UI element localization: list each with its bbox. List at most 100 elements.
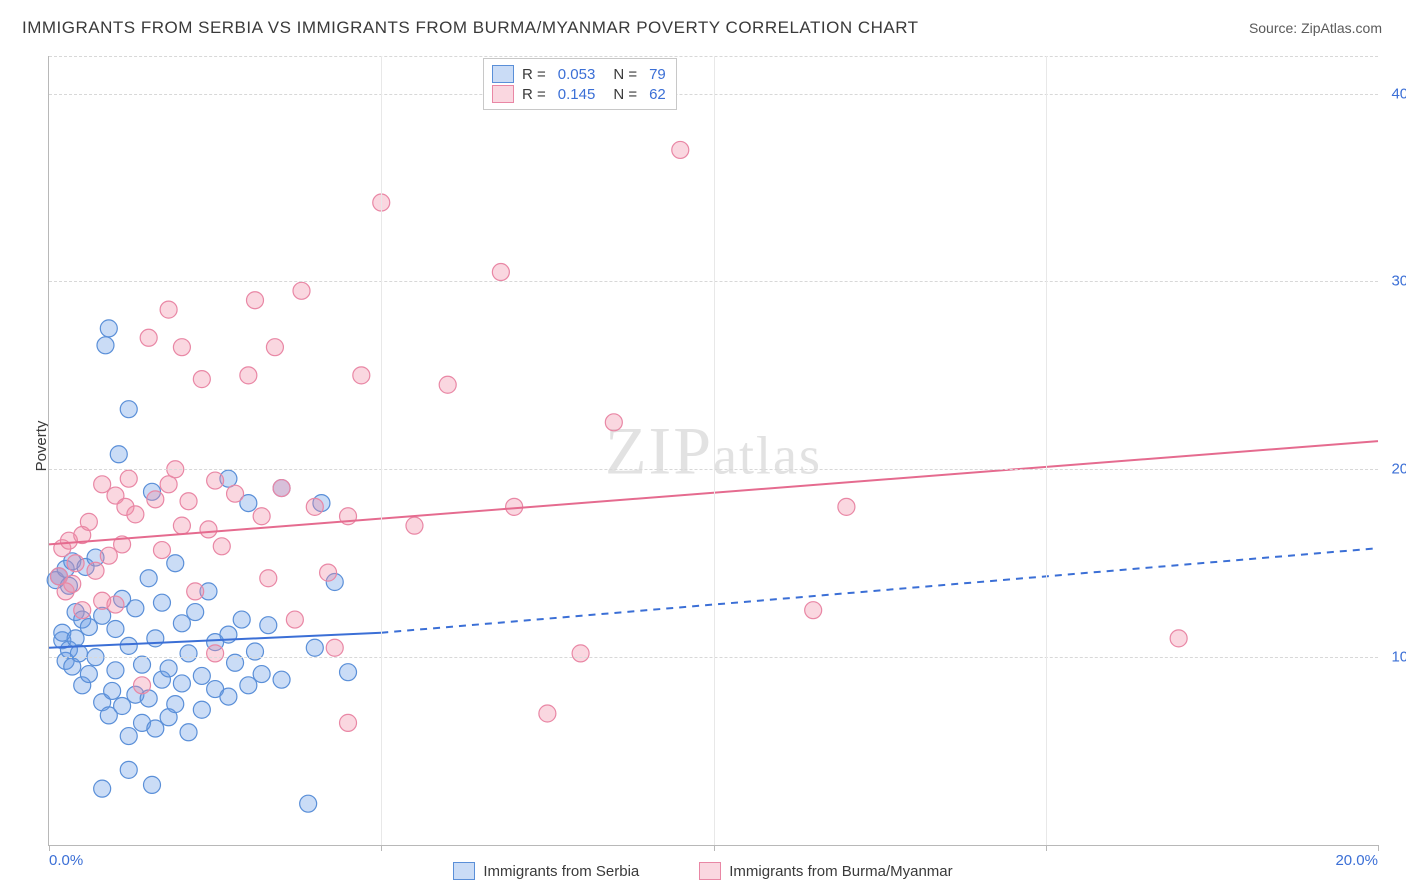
data-point <box>180 493 197 510</box>
data-point <box>140 329 157 346</box>
data-point <box>87 562 104 579</box>
data-point <box>439 376 456 393</box>
data-point <box>173 339 190 356</box>
data-point <box>127 506 144 523</box>
y-tick-label: 10.0% <box>1391 649 1406 666</box>
series-legend-item: Immigrants from Serbia <box>453 862 639 880</box>
data-point <box>193 371 210 388</box>
data-point <box>227 485 244 502</box>
data-point <box>193 701 210 718</box>
y-tick-label: 20.0% <box>1391 461 1406 478</box>
data-point <box>180 724 197 741</box>
data-point <box>147 630 164 647</box>
data-point <box>300 795 317 812</box>
data-point <box>293 282 310 299</box>
series-label: Immigrants from Serbia <box>483 863 639 880</box>
data-point <box>240 367 257 384</box>
data-point <box>406 517 423 534</box>
data-point <box>193 667 210 684</box>
legend-n-value: 79 <box>649 66 666 83</box>
data-point <box>160 660 177 677</box>
data-point <box>326 639 343 656</box>
legend-r-label: R = <box>522 66 546 83</box>
data-point <box>104 682 121 699</box>
data-point <box>572 645 589 662</box>
data-point <box>207 645 224 662</box>
data-point <box>120 761 137 778</box>
data-point <box>213 538 230 555</box>
data-point <box>80 513 97 530</box>
data-point <box>120 728 137 745</box>
data-point <box>173 675 190 692</box>
legend-swatch-burma <box>699 862 721 880</box>
series-legend-item: Immigrants from Burma/Myanmar <box>699 862 952 880</box>
y-tick-label: 40.0% <box>1391 85 1406 102</box>
data-point <box>160 301 177 318</box>
legend-row-burma: R = 0.145 N = 62 <box>492 85 666 103</box>
data-point <box>340 664 357 681</box>
data-point <box>273 480 290 497</box>
data-point <box>539 705 556 722</box>
y-tick-label: 30.0% <box>1391 273 1406 290</box>
series-legend: Immigrants from Serbia Immigrants from B… <box>0 862 1406 880</box>
data-point <box>94 592 111 609</box>
data-point <box>1170 630 1187 647</box>
data-point <box>187 583 204 600</box>
data-point <box>260 617 277 634</box>
data-point <box>147 491 164 508</box>
data-point <box>180 645 197 662</box>
data-point <box>167 555 184 572</box>
legend-r-value: 0.145 <box>558 86 596 103</box>
data-point <box>140 570 157 587</box>
data-point <box>353 367 370 384</box>
data-point <box>220 688 237 705</box>
data-point <box>266 339 283 356</box>
data-point <box>173 517 190 534</box>
data-point <box>672 141 689 158</box>
trend-line-dashed <box>381 548 1378 633</box>
data-point <box>187 604 204 621</box>
data-point <box>107 620 124 637</box>
data-point <box>94 780 111 797</box>
data-point <box>134 656 151 673</box>
data-point <box>80 666 97 683</box>
legend-swatch-burma <box>492 85 514 103</box>
data-point <box>200 521 217 538</box>
legend-n-value: 62 <box>649 86 666 103</box>
legend-r-label: R = <box>522 86 546 103</box>
data-point <box>253 666 270 683</box>
data-point <box>153 542 170 559</box>
data-point <box>160 476 177 493</box>
series-label: Immigrants from Burma/Myanmar <box>729 863 952 880</box>
data-point <box>120 637 137 654</box>
data-point <box>100 320 117 337</box>
data-point <box>286 611 303 628</box>
data-point <box>320 564 337 581</box>
data-point <box>107 662 124 679</box>
data-point <box>838 498 855 515</box>
data-point <box>306 498 323 515</box>
legend-row-serbia: R = 0.053 N = 79 <box>492 65 666 83</box>
data-point <box>127 600 144 617</box>
data-point <box>273 671 290 688</box>
data-point <box>153 594 170 611</box>
legend-r-value: 0.053 <box>558 66 596 83</box>
data-point <box>143 776 160 793</box>
data-point <box>306 639 323 656</box>
data-point <box>120 401 137 418</box>
data-point <box>805 602 822 619</box>
data-point <box>97 337 114 354</box>
data-point <box>134 677 151 694</box>
data-point <box>340 714 357 731</box>
data-point <box>492 264 509 281</box>
data-point <box>74 602 91 619</box>
data-point <box>67 555 84 572</box>
source-attribution: Source: ZipAtlas.com <box>1249 20 1382 36</box>
data-point <box>253 508 270 525</box>
chart-title: IMMIGRANTS FROM SERBIA VS IMMIGRANTS FRO… <box>22 18 919 38</box>
data-point <box>233 611 250 628</box>
legend-n-label: N = <box>613 86 637 103</box>
correlation-legend: R = 0.053 N = 79 R = 0.145 N = 62 <box>483 58 677 110</box>
data-point <box>260 570 277 587</box>
data-point <box>110 446 127 463</box>
